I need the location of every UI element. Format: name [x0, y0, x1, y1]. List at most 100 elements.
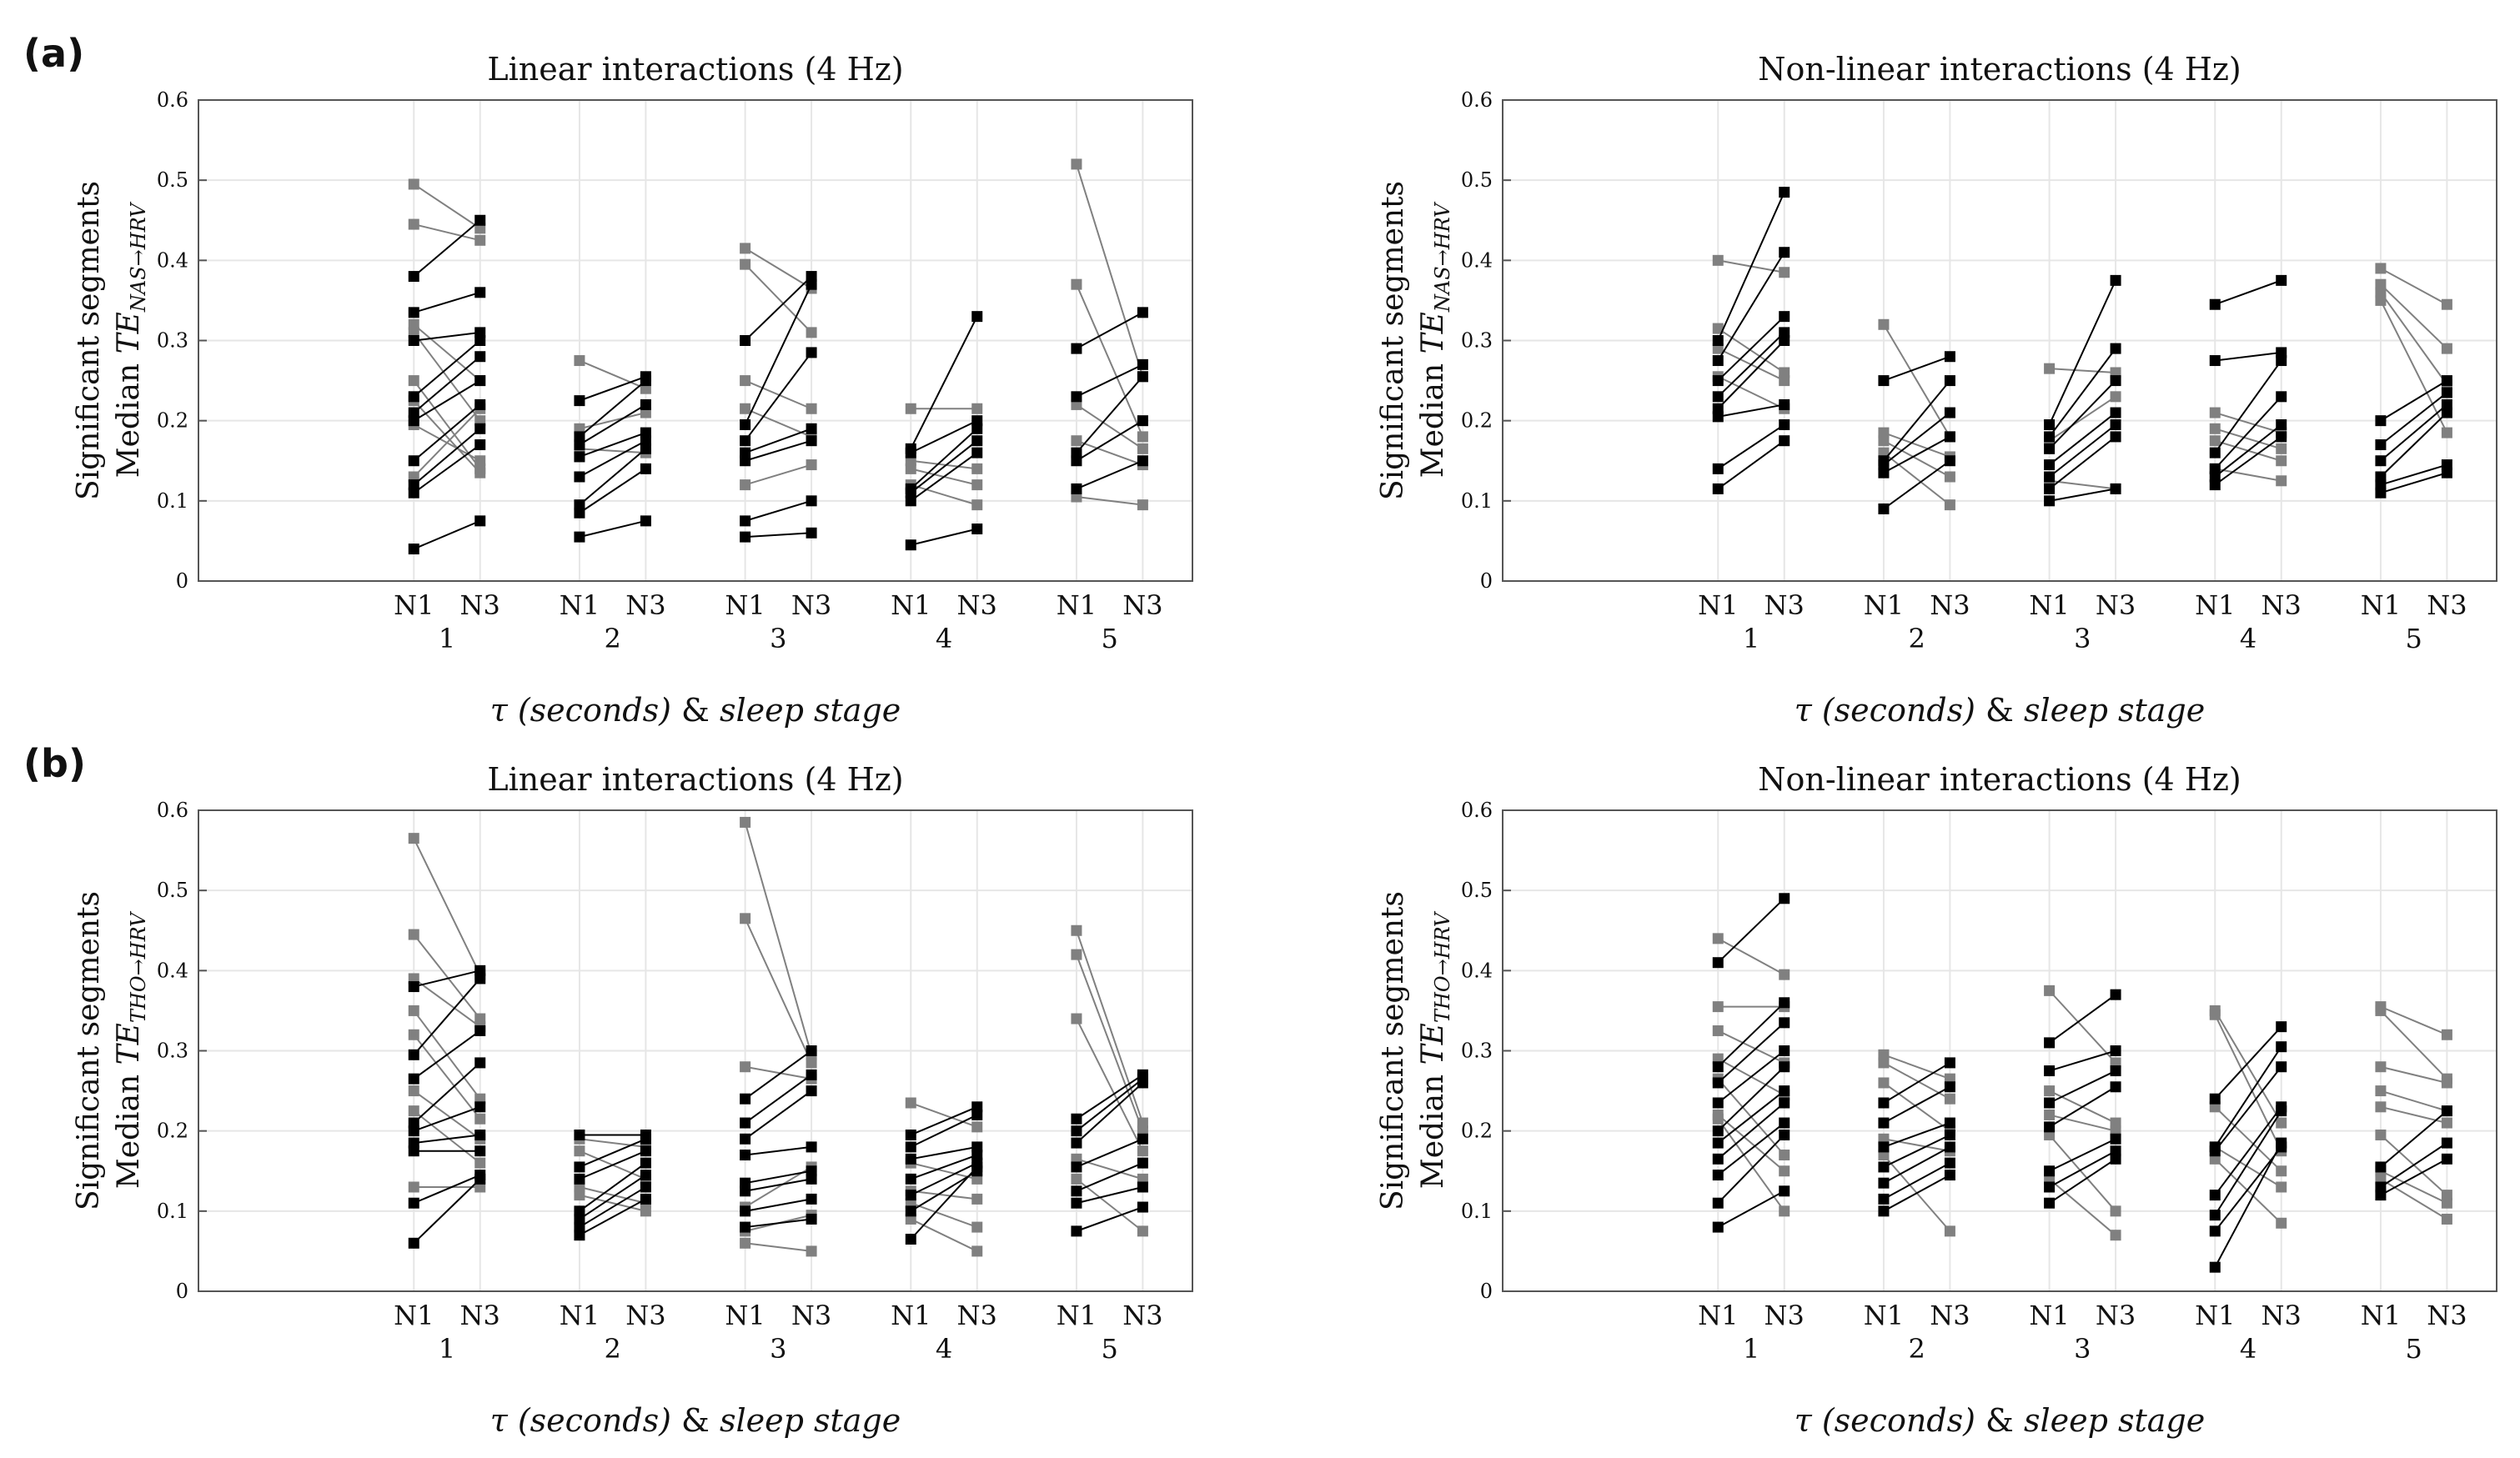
- point-n3-black: [2276, 418, 2287, 430]
- pair-line-black: [2380, 379, 2447, 422]
- point-n1-black: [2044, 1165, 2056, 1177]
- point-n3-black: [640, 515, 651, 527]
- pair-line-gray: [1883, 1054, 1950, 1080]
- pair-line-black: [1883, 1134, 1950, 1168]
- point-n1-black: [905, 1129, 916, 1140]
- point-n1-black: [2375, 1190, 2387, 1201]
- point-n3-black: [1137, 358, 1148, 370]
- pair-line-gray: [1076, 283, 1144, 438]
- point-n1-gray: [2375, 1085, 2387, 1097]
- y-tick-label: 0.4: [1461, 248, 1493, 272]
- x-stage-label: N1: [1698, 1300, 1738, 1331]
- point-n3-black: [806, 1069, 817, 1080]
- pair-line-black: [1883, 379, 1951, 462]
- point-n3-gray: [2276, 1217, 2287, 1229]
- pair-line-black: [744, 283, 812, 425]
- point-n1-black: [2209, 1093, 2221, 1105]
- chart-title: Linear interactions (4 Hz): [487, 51, 903, 88]
- x-stage-label: N1: [891, 589, 931, 621]
- pair-line-black: [1883, 412, 1951, 466]
- point-n1-black: [408, 487, 419, 499]
- point-n3-black: [2110, 1045, 2121, 1056]
- pair-line-gray: [413, 1034, 481, 1120]
- point-n3-black: [474, 214, 486, 226]
- point-n1-black: [1712, 1077, 1724, 1089]
- point-n3-black: [1137, 415, 1148, 427]
- x-group-label: 2: [1908, 623, 1925, 654]
- point-n1-black: [2044, 459, 2056, 471]
- pair-line-black: [2214, 1142, 2282, 1268]
- point-n1-black: [1878, 375, 1890, 387]
- pair-line-black: [2214, 423, 2282, 478]
- pair-line-gray: [744, 822, 813, 1055]
- point-n3-black: [1137, 1201, 1148, 1213]
- point-n3-gray: [2276, 1165, 2287, 1177]
- x-group-label: 1: [1743, 1333, 1759, 1365]
- x-stage-label: N3: [2096, 1300, 2136, 1331]
- point-n3-gray: [2276, 1181, 2287, 1193]
- pair-line-black: [579, 1174, 646, 1220]
- x-stage-label: N1: [2029, 1300, 2069, 1331]
- y-tick-label: 0.5: [157, 168, 188, 192]
- point-n3-black: [2276, 1105, 2287, 1117]
- y-tick-label: 0.5: [1461, 168, 1493, 192]
- y-tick-label: 0.1: [1461, 1200, 1493, 1223]
- point-n1-gray: [2209, 435, 2221, 447]
- point-n3-black: [1779, 435, 1790, 447]
- point-n1-black: [1071, 1125, 1082, 1137]
- x-stage-label: N1: [891, 1300, 931, 1331]
- point-n1-black: [2044, 1097, 2056, 1109]
- pair-line-gray: [579, 1194, 646, 1212]
- pair-line-gray: [413, 934, 481, 1020]
- pair-line-gray: [2380, 1010, 2448, 1080]
- x-stage-label: N3: [957, 1300, 997, 1331]
- x-stage-label: N3: [957, 589, 997, 621]
- pair-line-black: [413, 1178, 481, 1245]
- panel-b-nonlinear: Non-linear interactions (4 Hz) 0 0.1 0.2 0.3…: [1376, 761, 2497, 1439]
- x-axis-label-part: (seconds): [508, 1402, 681, 1439]
- pair-line-black: [2215, 351, 2282, 362]
- pair-line-black: [2049, 1050, 2116, 1072]
- point-n1-gray: [2375, 294, 2387, 306]
- pair-line-gray: [745, 379, 812, 410]
- point-n1-black: [2044, 495, 2056, 507]
- pair-line-gray: [2049, 368, 2116, 373]
- pair-line-black: [413, 291, 481, 313]
- point-n3-black: [1779, 1129, 1790, 1140]
- point-n1-black: [740, 1205, 751, 1217]
- pair-line-gray: [1076, 496, 1143, 506]
- point-n3-gray: [474, 455, 486, 467]
- point-n1-gray: [1712, 1025, 1724, 1036]
- y-tick-label: 0: [176, 569, 188, 593]
- pair-line-black: [2380, 463, 2447, 486]
- pair-line-black: [1717, 1122, 1785, 1176]
- chart-title: Non-linear interactions (4 Hz): [1758, 51, 2241, 88]
- pair-line-black: [1076, 1138, 1143, 1168]
- pair-line-black: [413, 219, 481, 278]
- point-n1-black: [408, 544, 419, 555]
- point-n3-black: [2110, 431, 2121, 443]
- point-n3-black: [474, 351, 486, 363]
- x-group-label: 1: [439, 623, 455, 654]
- point-n1-black: [2375, 487, 2387, 499]
- point-n3-gray: [806, 1057, 817, 1069]
- point-n3-black: [1779, 418, 1790, 430]
- pair-line-black: [579, 1138, 646, 1168]
- y-tick-label: 0.2: [1461, 1120, 1493, 1143]
- point-n1-black: [1071, 391, 1082, 403]
- point-n3-black: [1137, 1181, 1148, 1193]
- x-axis-label-part: τ: [490, 1402, 509, 1439]
- point-n3-black: [474, 1025, 486, 1036]
- x-stage-label: N1: [2361, 589, 2401, 621]
- y-axis-label-subscript: THO→HRV: [1431, 910, 1454, 1023]
- pair-line-black: [910, 1154, 978, 1180]
- pair-line-black: [413, 355, 481, 413]
- y-axis-label-te: TE: [1416, 312, 1450, 353]
- y-axis-label-subscript: NAS→HRV: [1431, 201, 1454, 313]
- pair-line-black: [745, 1074, 812, 1124]
- point-n3-black: [640, 398, 651, 410]
- x-group-label: 5: [2405, 1333, 2422, 1365]
- y-axis-label-prefix: Median: [1416, 1065, 1450, 1189]
- pair-line-black: [579, 468, 646, 514]
- point-n1-gray: [740, 258, 751, 270]
